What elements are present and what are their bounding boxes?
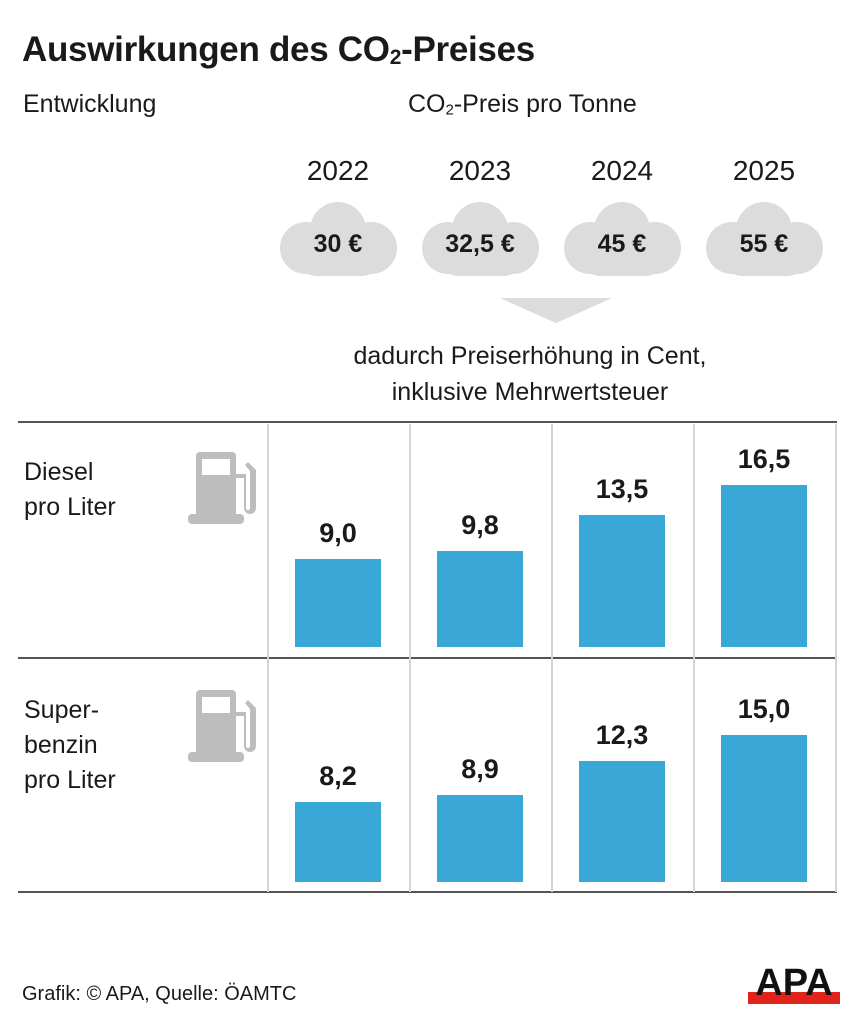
bar	[579, 761, 665, 882]
co2-price-cloud: 45 €	[560, 200, 684, 278]
row-label: Super-benzin pro Liter	[24, 693, 116, 798]
increase-note: dadurch Preiserhöhung in Cent, inklusive …	[353, 342, 707, 406]
cloud-icon	[564, 202, 681, 276]
year-label: 2024	[590, 155, 654, 186]
bar	[437, 794, 523, 882]
svg-text:APA: APA	[755, 962, 832, 1004]
column-divider	[267, 424, 269, 892]
bar	[295, 801, 381, 882]
data-label: 9,8	[461, 509, 499, 540]
co2-price-value: 30 €	[313, 230, 363, 258]
data-label: 16,5	[737, 444, 791, 475]
co2-price-cloud: 30 €	[276, 200, 400, 278]
data-label: 8,9	[461, 753, 499, 784]
row-label-line: Diesel	[24, 458, 94, 486]
source-credit: Grafik: © APA, Quelle: ÖAMTC	[22, 983, 297, 1005]
fuel-pump-icon	[188, 690, 258, 771]
data-label: 15,0	[737, 694, 791, 724]
row-label-line: pro Liter	[24, 493, 116, 521]
subtitle: Entwicklung	[23, 90, 157, 118]
row-label-line: pro Liter	[24, 766, 116, 794]
co2-price-cloud: 32,5 €	[418, 200, 542, 278]
co2-price-value: 32,5 €	[445, 230, 515, 258]
apa-logo: APA	[748, 962, 840, 1009]
bar	[295, 558, 381, 647]
table-top-rule	[18, 421, 837, 423]
data-label: 12,3	[595, 720, 649, 751]
table-row-divider	[18, 657, 837, 659]
table-bottom-rule	[18, 891, 837, 893]
data-label: 9,0	[319, 517, 357, 548]
co2-price-value: 45 €	[597, 230, 647, 258]
co2-price-value: 55 €	[739, 230, 789, 258]
down-arrow-icon	[500, 298, 612, 323]
column-divider	[409, 424, 411, 892]
column-divider	[835, 424, 837, 892]
bar	[579, 514, 665, 647]
row-label-line: benzin	[24, 731, 98, 759]
column-divider	[693, 424, 695, 892]
year-label: 2022	[306, 155, 370, 186]
cloud-icon	[422, 202, 539, 276]
year-label: 2025	[732, 155, 796, 186]
year-label: 2023	[448, 155, 512, 186]
bar	[721, 735, 807, 882]
cloud-icon	[280, 202, 397, 276]
bar	[721, 485, 807, 647]
row-label: Diesel pro Liter	[24, 455, 116, 525]
bar	[437, 550, 523, 647]
column-divider	[551, 424, 553, 892]
co2-price-cloud: 55 €	[702, 200, 826, 278]
chart-title: Auswirkungen des CO2-Preises	[22, 30, 535, 70]
data-label: 13,5	[595, 473, 649, 504]
fuel-pump-icon	[188, 452, 258, 533]
row-label-line: Super-	[24, 696, 100, 724]
data-label: 8,2	[319, 760, 357, 791]
cloud-icon	[706, 202, 823, 276]
co2-price-unit-label: CO2-Preis pro Tonne	[408, 90, 637, 119]
